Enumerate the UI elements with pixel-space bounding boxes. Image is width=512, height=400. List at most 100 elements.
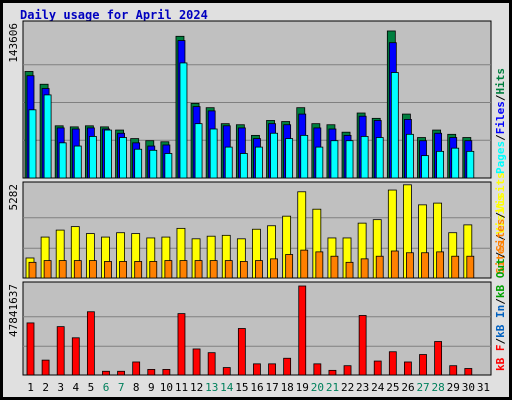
- x-tick-label-day-6: 6: [103, 381, 110, 394]
- kbf-bar-day-29: [449, 365, 458, 376]
- pages-bar-day-18: [285, 138, 294, 179]
- pages-bar-day-11: [179, 62, 188, 179]
- pages-bar-day-17: [270, 132, 278, 179]
- x-tick-label-day-25: 25: [386, 381, 399, 394]
- legend-item-files: Files: [494, 101, 507, 134]
- pages-bar-day-30: [466, 150, 475, 179]
- kbf-bar-day-10: [162, 369, 171, 376]
- pages-bar-day-6: [104, 129, 112, 179]
- kbf-bar-day-23: [358, 315, 367, 376]
- x-tick-label-day-18: 18: [281, 381, 294, 394]
- kbf-bar-day-22: [343, 365, 352, 376]
- kbf-bar-day-28: [434, 341, 443, 376]
- kbf-bar-day-9: [147, 369, 156, 376]
- sites-bar-day-20: [315, 251, 324, 279]
- pages-bar-day-5: [88, 136, 97, 179]
- legend-separator: /: [494, 212, 507, 219]
- x-tick-label-day-29: 29: [447, 381, 460, 394]
- sites-bar-day-28: [436, 251, 445, 279]
- kbf-bar-day-20: [313, 363, 322, 376]
- x-tick-label-day-13: 13: [205, 381, 218, 394]
- kbf-bar-day-14: [222, 367, 231, 376]
- sites-bar-day-18: [285, 254, 294, 279]
- legend-separator: /: [494, 298, 507, 305]
- kbf-bar-day-3: [56, 326, 65, 376]
- kbf-bar-day-11: [177, 313, 186, 376]
- sites-bar-day-27: [421, 252, 429, 279]
- sites-bar-day-29: [451, 255, 460, 279]
- legend-item-hits: Hits: [494, 68, 507, 95]
- sites-bar-day-1: [28, 261, 37, 279]
- sites-bar-day-8: [134, 261, 143, 279]
- sites-bar-day-11: [179, 260, 188, 279]
- kbf-bar-day-17: [268, 363, 276, 376]
- pages-bar-day-29: [451, 147, 460, 179]
- pages-bar-day-16: [255, 146, 263, 179]
- pages-bar-day-4: [73, 145, 82, 179]
- pages-bar-day-19: [300, 134, 309, 179]
- legend-item-kb-in: kB In: [494, 305, 507, 338]
- sites-bar-day-23: [360, 258, 369, 279]
- kbf-bar-day-19: [298, 285, 307, 376]
- x-tick-label-day-4: 4: [73, 381, 80, 394]
- kbf-bar-day-25: [388, 351, 397, 376]
- pages-bar-day-26: [406, 133, 414, 179]
- x-tick-label-day-5: 5: [88, 381, 95, 394]
- panel-background-3: [22, 281, 492, 376]
- x-tick-label-day-8: 8: [133, 381, 140, 394]
- pages-bar-day-27: [421, 155, 429, 179]
- chart-title: Daily usage for April 2024: [20, 8, 208, 22]
- x-tick-label-day-14: 14: [220, 381, 234, 394]
- pages-bar-day-9: [149, 149, 158, 179]
- pages-bar-day-1: [28, 109, 37, 179]
- kbf-bar-day-6: [102, 370, 110, 376]
- kbf-bar-day-13: [207, 352, 216, 376]
- x-tick-label-day-17: 17: [265, 381, 278, 394]
- sites-bar-day-12: [194, 260, 203, 279]
- sites-bar-day-17: [270, 258, 278, 279]
- sites-bar-day-15: [239, 261, 248, 279]
- legend-separator: /: [494, 94, 507, 101]
- legend-separator: /: [494, 338, 507, 345]
- legend-panel-3: kB F/kB In/kB Out/Sites/Visits: [494, 172, 507, 371]
- sites-bar-day-16: [255, 260, 263, 279]
- x-tick-label-day-9: 9: [148, 381, 155, 394]
- sites-bar-day-25: [390, 250, 399, 279]
- kbf-bar-day-7: [117, 370, 125, 376]
- x-tick-label-day-1: 1: [27, 381, 34, 394]
- x-tick-label-day-3: 3: [57, 381, 64, 394]
- pages-bar-day-8: [134, 148, 143, 179]
- kbf-bar-day-2: [41, 359, 50, 376]
- x-tick-label-day-30: 30: [462, 381, 475, 394]
- sites-bar-day-14: [224, 260, 233, 279]
- x-tick-label-day-11: 11: [175, 381, 188, 394]
- legend-panel-2: Sites/Visits: [494, 195, 507, 275]
- x-tick-label-day-21: 21: [326, 381, 339, 394]
- x-tick-label-day-31: 31: [477, 381, 490, 394]
- sites-bar-day-19: [300, 249, 309, 279]
- kbf-bar-day-8: [132, 361, 141, 376]
- x-tick-label-day-15: 15: [235, 381, 248, 394]
- pages-bar-day-3: [58, 142, 67, 179]
- kbf-bar-day-21: [328, 369, 337, 376]
- sites-bar-day-7: [119, 261, 127, 279]
- pages-bar-day-24: [375, 137, 384, 179]
- kbf-bar-day-4: [71, 337, 80, 376]
- kbf-bar-day-1: [26, 322, 35, 376]
- y-max-label-1: 143606: [7, 23, 20, 63]
- x-tick-label-day-2: 2: [42, 381, 49, 394]
- sites-bar-day-21: [330, 255, 339, 279]
- pages-bar-day-10: [164, 153, 173, 179]
- sites-bar-day-4: [73, 260, 82, 279]
- x-tick-label-day-22: 22: [341, 381, 354, 394]
- sites-bar-day-22: [345, 261, 354, 279]
- sites-bar-day-10: [164, 260, 173, 279]
- pages-bar-day-2: [43, 94, 52, 179]
- kbf-bar-day-30: [464, 368, 473, 376]
- x-tick-label-day-28: 28: [432, 381, 445, 394]
- legend-item-kb-f: kB F: [494, 345, 507, 372]
- y-max-label-3: 47841637: [7, 284, 20, 337]
- kbf-bar-day-15: [237, 328, 246, 376]
